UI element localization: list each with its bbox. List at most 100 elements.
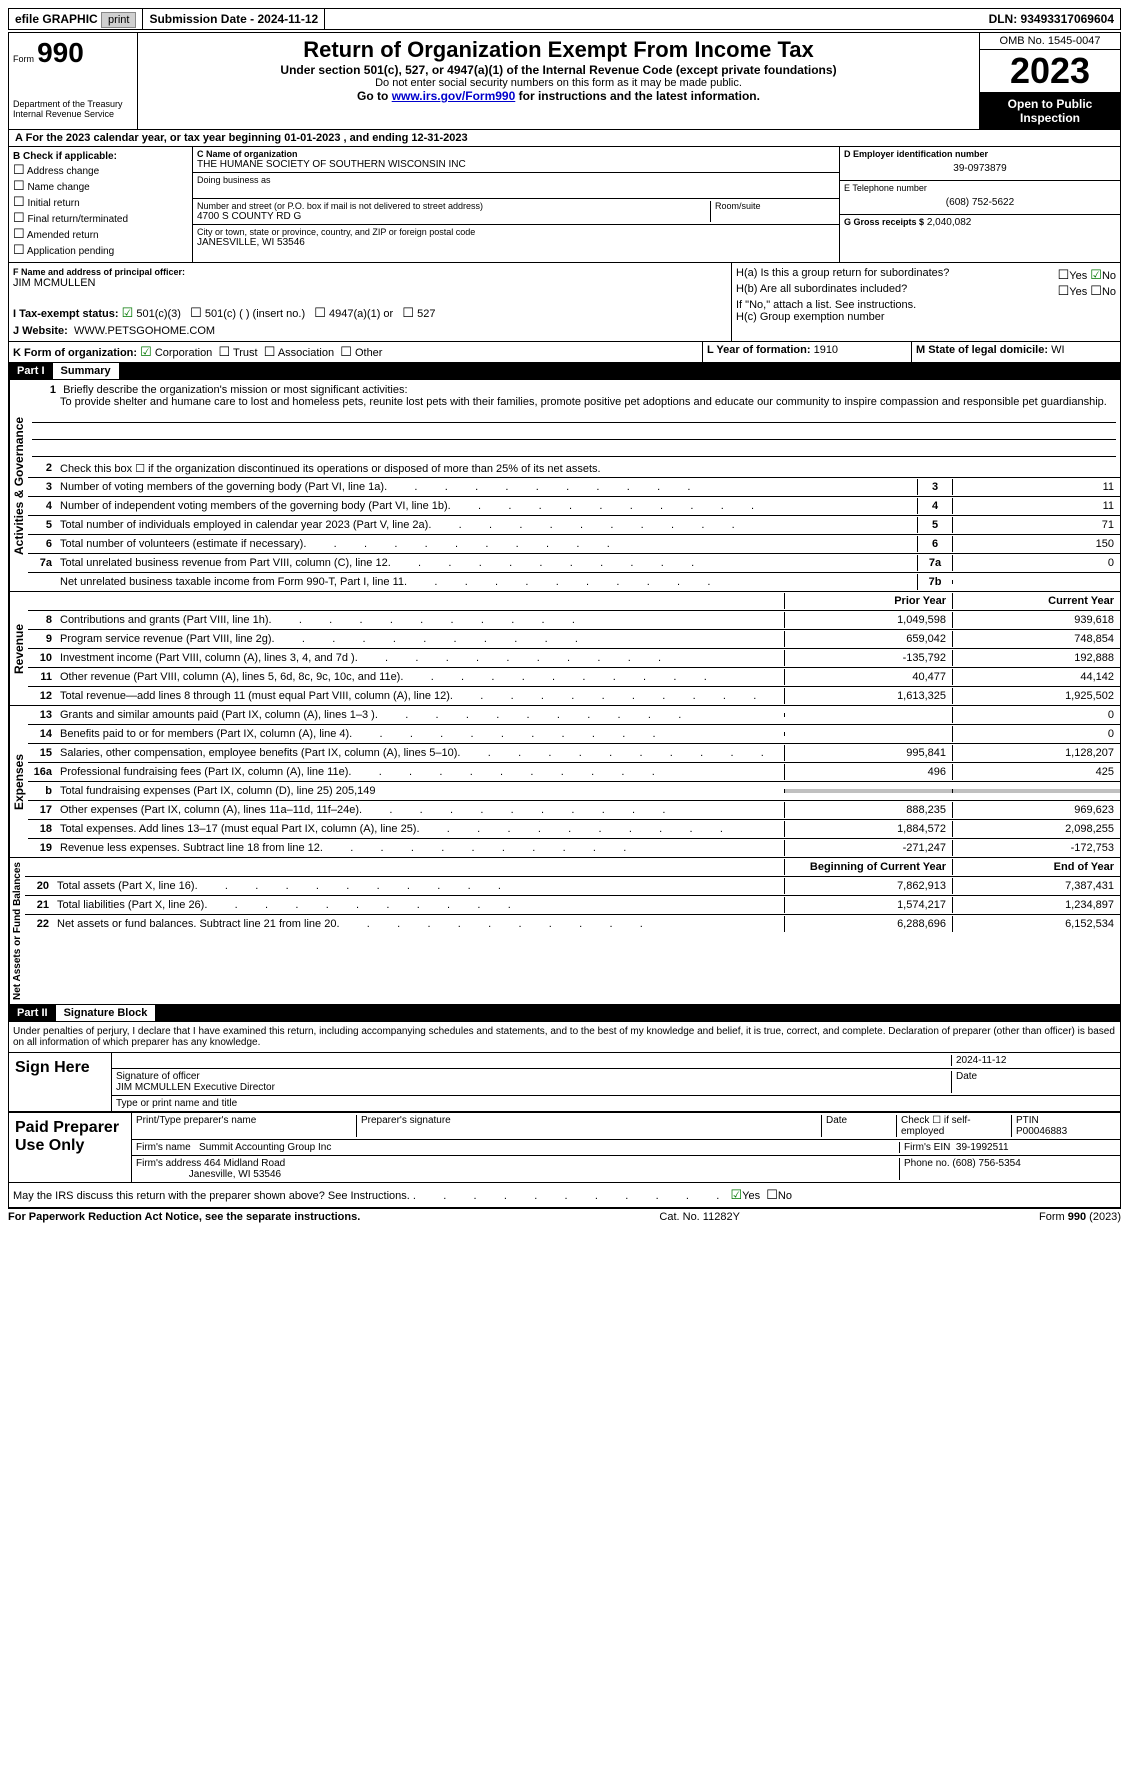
paid-preparer-label: Paid Preparer Use Only xyxy=(9,1113,132,1182)
table-row: 21Total liabilities (Part X, line 26)1,5… xyxy=(25,896,1120,915)
subtitle-2: Do not enter social security numbers on … xyxy=(142,77,975,89)
firm-addr: 464 Midland Road xyxy=(204,1158,285,1169)
checkbox-icon[interactable] xyxy=(340,347,352,359)
checkbox-icon[interactable] xyxy=(13,230,25,241)
tax-year: 2023 xyxy=(980,50,1120,93)
vtab-revenue: Revenue xyxy=(9,592,28,705)
table-row: 10Investment income (Part VIII, column (… xyxy=(28,649,1120,668)
vtab-governance: Activities & Governance xyxy=(9,380,28,591)
org-name-label: C Name of organization xyxy=(197,149,835,159)
phone-value: (608) 752-5622 xyxy=(844,193,1116,212)
checkbox-checked-icon xyxy=(730,1190,742,1202)
table-row: 19Revenue less expenses. Subtract line 1… xyxy=(28,839,1120,857)
line-2: Check this box ☐ if the organization dis… xyxy=(56,460,1120,477)
checkbox-icon[interactable] xyxy=(264,347,276,359)
line-a: A For the 2023 calendar year, or tax yea… xyxy=(8,130,1121,147)
checkbox-icon[interactable] xyxy=(13,214,25,225)
tax-status-label: I Tax-exempt status: xyxy=(13,308,119,320)
checkbox-icon[interactable] xyxy=(1058,270,1070,282)
vtab-netassets: Net Assets or Fund Balances xyxy=(9,858,25,1004)
expenses-section: Expenses 13Grants and similar amounts pa… xyxy=(8,706,1121,858)
gross-value: 2,040,082 xyxy=(927,217,972,228)
table-row: 18Total expenses. Add lines 13–17 (must … xyxy=(28,820,1120,839)
dba-label: Doing business as xyxy=(197,175,835,185)
mission-label: Briefly describe the organization's miss… xyxy=(63,384,407,396)
room-label: Room/suite xyxy=(710,201,835,222)
governance-section: Activities & Governance 1 Briefly descri… xyxy=(8,380,1121,592)
part1-header: Part ISummary xyxy=(8,363,1121,380)
col-begin: Beginning of Current Year xyxy=(784,859,952,875)
open-inspection: Open to Public Inspection xyxy=(980,93,1120,129)
ein-value: 39-0973879 xyxy=(844,159,1116,178)
hb-note: If "No," attach a list. See instructions… xyxy=(736,299,1116,311)
mission-text: To provide shelter and humane care to lo… xyxy=(32,396,1107,408)
efile-label: efile GRAPHIC print xyxy=(9,9,143,29)
state-domicile: WI xyxy=(1051,344,1064,356)
subtitle-1: Under section 501(c), 527, or 4947(a)(1)… xyxy=(142,63,975,77)
table-row: 8Contributions and grants (Part VIII, li… xyxy=(28,611,1120,630)
form-number: 990 xyxy=(37,37,84,68)
table-row: 20Total assets (Part X, line 16)7,862,91… xyxy=(25,877,1120,896)
checkbox-icon[interactable] xyxy=(1090,286,1102,298)
section-bcd: B Check if applicable: Address change Na… xyxy=(8,147,1121,263)
checkbox-checked-icon xyxy=(1090,270,1102,282)
omb-number: OMB No. 1545-0047 xyxy=(980,33,1120,50)
line-3-desc: Number of voting members of the governin… xyxy=(56,479,917,495)
sign-here-block: Sign Here 2024-11-12 Signature of office… xyxy=(8,1053,1121,1113)
phone-label: E Telephone number xyxy=(844,183,1116,193)
checkbox-icon[interactable] xyxy=(13,182,25,193)
sign-here-label: Sign Here xyxy=(9,1053,112,1111)
hb-label: H(b) Are all subordinates included? xyxy=(736,283,1058,299)
checkbox-icon[interactable] xyxy=(218,347,230,359)
col-end: End of Year xyxy=(952,859,1120,875)
table-row: 12Total revenue—add lines 8 through 11 (… xyxy=(28,687,1120,705)
city-state-zip: JANESVILLE, WI 53546 xyxy=(197,237,835,248)
vtab-expenses: Expenses xyxy=(9,706,28,857)
ha-label: H(a) Is this a group return for subordin… xyxy=(736,267,1058,283)
checkbox-icon[interactable] xyxy=(314,308,326,320)
irs-link[interactable]: www.irs.gov/Form990 xyxy=(392,89,516,103)
sign-date: 2024-11-12 xyxy=(951,1055,1116,1066)
perjury-text: Under penalties of perjury, I declare th… xyxy=(8,1022,1121,1053)
checkbox-icon[interactable] xyxy=(766,1190,778,1202)
part2-header: Part IISignature Block xyxy=(8,1005,1121,1022)
submission-date: Submission Date - 2024-11-12 xyxy=(143,9,325,29)
table-row: 16aProfessional fundraising fees (Part I… xyxy=(28,763,1120,782)
city-label: City or town, state or province, country… xyxy=(197,227,835,237)
gross-label: G Gross receipts $ xyxy=(844,217,924,227)
table-row: 17Other expenses (Part IX, column (A), l… xyxy=(28,801,1120,820)
print-button[interactable]: print xyxy=(101,12,136,28)
netassets-section: Net Assets or Fund Balances Beginning of… xyxy=(8,858,1121,1005)
page-footer: For Paperwork Reduction Act Notice, see … xyxy=(8,1208,1121,1223)
firm-phone: (608) 756-5354 xyxy=(952,1158,1020,1169)
checkbox-icon[interactable] xyxy=(190,308,202,320)
form-header: Form 990 Department of the Treasury Inte… xyxy=(8,32,1121,130)
table-row: 15Salaries, other compensation, employee… xyxy=(28,744,1120,763)
table-row: bTotal fundraising expenses (Part IX, co… xyxy=(28,782,1120,801)
website-label: J Website: xyxy=(13,325,68,337)
revenue-section: Revenue Prior YearCurrent Year 8Contribu… xyxy=(8,592,1121,706)
subtitle-3: Go to www.irs.gov/Form990 for instructio… xyxy=(142,89,975,103)
col-current: Current Year xyxy=(952,593,1120,609)
form-page-label: Form 990 (2023) xyxy=(1039,1211,1121,1223)
officer-sig-name: JIM MCMULLEN Executive Director xyxy=(116,1082,275,1093)
dept-irs: Internal Revenue Service xyxy=(13,109,133,119)
officer-label: F Name and address of principal officer: xyxy=(13,267,727,277)
table-row: 13Grants and similar amounts paid (Part … xyxy=(28,706,1120,725)
checkbox-icon[interactable] xyxy=(402,308,414,320)
table-row: 11Other revenue (Part VIII, column (A), … xyxy=(28,668,1120,687)
year-formation: 1910 xyxy=(814,344,838,356)
checkbox-icon[interactable] xyxy=(1058,286,1070,298)
checkbox-icon[interactable] xyxy=(13,246,25,257)
form-title: Return of Organization Exempt From Incom… xyxy=(142,37,975,63)
line-3-val: 11 xyxy=(952,479,1120,495)
firm-name: Summit Accounting Group Inc xyxy=(199,1142,331,1153)
table-row: 9Program service revenue (Part VIII, lin… xyxy=(28,630,1120,649)
col-c: C Name of organization THE HUMANE SOCIET… xyxy=(193,147,840,262)
col-d: D Employer identification number 39-0973… xyxy=(840,147,1120,262)
ein-label: D Employer identification number xyxy=(844,149,1116,159)
col-prior: Prior Year xyxy=(784,593,952,609)
hc-label: H(c) Group exemption number xyxy=(736,311,1116,323)
checkbox-icon[interactable] xyxy=(13,198,25,209)
checkbox-icon[interactable] xyxy=(13,166,25,177)
